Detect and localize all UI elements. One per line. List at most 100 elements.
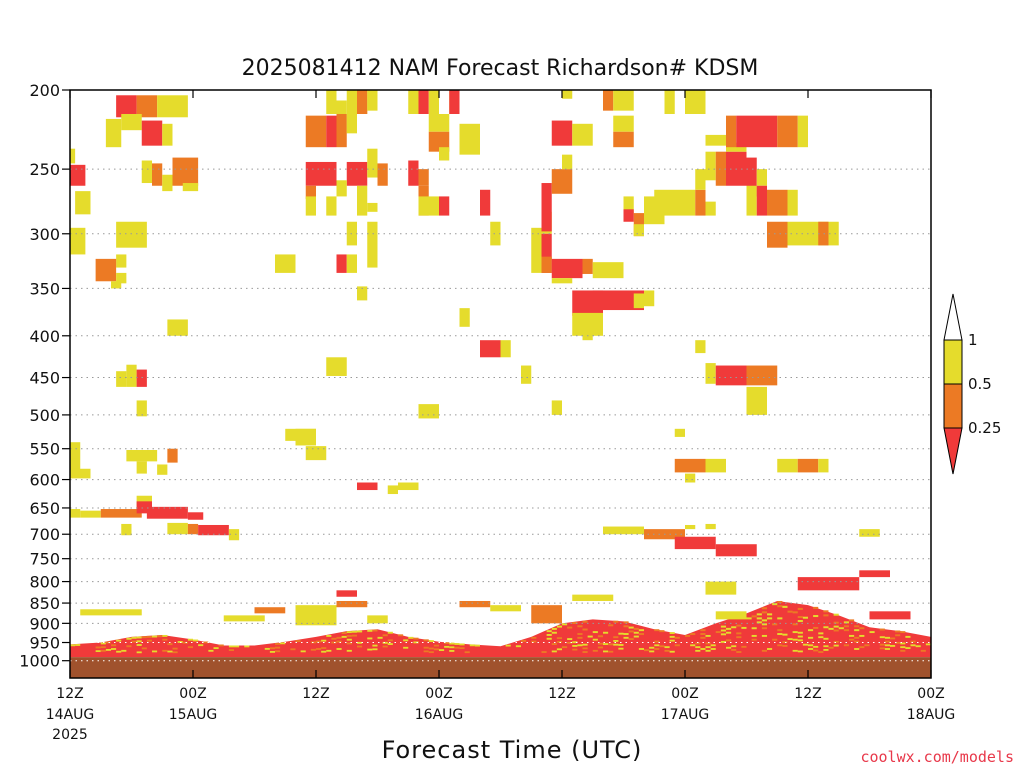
richardson-cell <box>767 189 788 216</box>
richardson-cell <box>336 254 347 273</box>
y-axis: 200 250 300 350 400 450 500 550 600 650 700 750 800 8… <box>19 81 70 671</box>
boundary-layer-cell <box>234 645 240 648</box>
boundary-layer-cell <box>567 638 573 641</box>
richardson-cell <box>633 293 644 309</box>
richardson-cell <box>818 458 829 473</box>
boundary-layer-cell <box>720 633 726 636</box>
richardson-cell <box>674 428 685 437</box>
richardson-cell <box>136 400 147 417</box>
richardson-cell <box>346 113 357 134</box>
boundary-layer-cell <box>695 642 701 645</box>
richardson-cell <box>418 196 439 216</box>
boundary-layer-cell <box>556 625 562 628</box>
x-tick-date: 18AUG <box>907 707 956 723</box>
richardson-cell <box>767 221 788 248</box>
boundary-layer-cell <box>213 647 219 650</box>
richardson-cell <box>777 458 798 473</box>
boundary-layer-cell <box>772 603 778 606</box>
richardson-cell <box>100 509 142 518</box>
boundary-layer-cell <box>895 630 901 633</box>
richardson-cell <box>459 123 480 155</box>
richardson-cell <box>541 183 552 232</box>
richardson-cell <box>726 115 737 148</box>
boundary-layer-cell <box>849 638 855 641</box>
boundary-layer-cell <box>95 646 101 649</box>
credit-text[interactable]: coolwx.com/models <box>860 748 1014 766</box>
richardson-cell <box>551 258 583 279</box>
richardson-cell <box>541 233 552 273</box>
richardson-cell <box>336 590 357 597</box>
boundary-layer-cell <box>915 645 921 648</box>
colorbar-yellow <box>943 339 963 385</box>
boundary-layer-cell <box>823 626 829 629</box>
richardson-cell <box>326 196 337 216</box>
richardson-cell <box>705 201 716 216</box>
boundary-layer-cell <box>900 631 906 634</box>
boundary-layer-cell <box>187 638 193 641</box>
boundary-layer-cell <box>782 633 788 636</box>
richardson-cell <box>797 577 860 591</box>
richardson-cell <box>459 600 491 608</box>
richardson-cell <box>70 148 76 164</box>
richardson-cell <box>428 90 439 114</box>
boundary-layer-cell <box>136 636 142 639</box>
x-tick-label: 12Z <box>302 686 329 702</box>
boundary-layer-cell <box>95 650 101 653</box>
richardson-cell <box>685 524 696 530</box>
boundary-layer-cell <box>300 650 306 653</box>
boundary-layer-cell <box>756 617 762 620</box>
boundary-layer-cell <box>326 634 332 637</box>
boundary-layer-cell <box>777 600 783 604</box>
boundary-layer-cell <box>131 640 137 643</box>
boundary-layer-cell <box>792 631 798 634</box>
boundary-layer-cell <box>797 607 803 610</box>
richardson-cell <box>126 364 137 387</box>
richardson-cell <box>705 151 716 181</box>
boundary-layer-cell <box>895 634 901 637</box>
boundary-layer-cell <box>521 640 527 642</box>
boundary-layer-cell <box>797 650 803 653</box>
boundary-layer-cell <box>792 623 798 626</box>
boundary-layer-cell <box>613 620 619 623</box>
x-tick-label: 12Z <box>56 686 83 702</box>
boundary-layer-cell <box>382 645 388 648</box>
boundary-layer-cell <box>100 646 106 649</box>
boundary-layer-cell <box>628 630 634 633</box>
boundary-layer-cell <box>367 637 373 640</box>
boundary-layer-cell <box>551 650 557 653</box>
richardson-cell <box>777 115 798 148</box>
richardson-cell <box>705 523 716 530</box>
richardson-cell <box>797 115 808 148</box>
boundary-layer-cell <box>674 636 680 639</box>
colorbar-orange <box>943 383 963 429</box>
boundary-layer-cell <box>813 649 819 652</box>
richardson-cell <box>674 536 716 550</box>
richardson-cell <box>418 90 429 114</box>
boundary-layer-cell <box>556 637 562 640</box>
boundary-layer-cell <box>797 616 803 619</box>
richardson-cell <box>357 482 378 491</box>
boundary-layer-cell <box>920 649 926 652</box>
boundary-layer-cell <box>741 626 747 629</box>
richardson-cell <box>459 308 470 327</box>
richardson-cell <box>613 90 634 111</box>
boundary-layer-cell <box>710 648 716 650</box>
boundary-layer-cell <box>136 640 142 643</box>
boundary-layer-cell <box>720 625 726 628</box>
boundary-layer-cell <box>654 644 660 647</box>
boundary-layer-cell <box>603 650 609 653</box>
richardson-cell <box>116 254 127 268</box>
boundary-layer-cell <box>623 636 629 639</box>
boundary-layer-cell <box>772 623 778 626</box>
richardson-cell <box>367 221 378 268</box>
boundary-layer-cell <box>669 632 675 635</box>
boundary-layer-cell <box>761 611 767 614</box>
boundary-layer-cell <box>336 640 342 643</box>
boundary-layer-cell <box>823 610 829 613</box>
colorbar-bottom-arrow <box>943 427 963 475</box>
boundary-layer-cell <box>756 621 762 624</box>
boundary-layer-cell <box>403 646 409 649</box>
richardson-cell <box>541 256 552 273</box>
richardson-cell <box>111 281 122 289</box>
y-tick-label: 650 <box>29 499 60 518</box>
